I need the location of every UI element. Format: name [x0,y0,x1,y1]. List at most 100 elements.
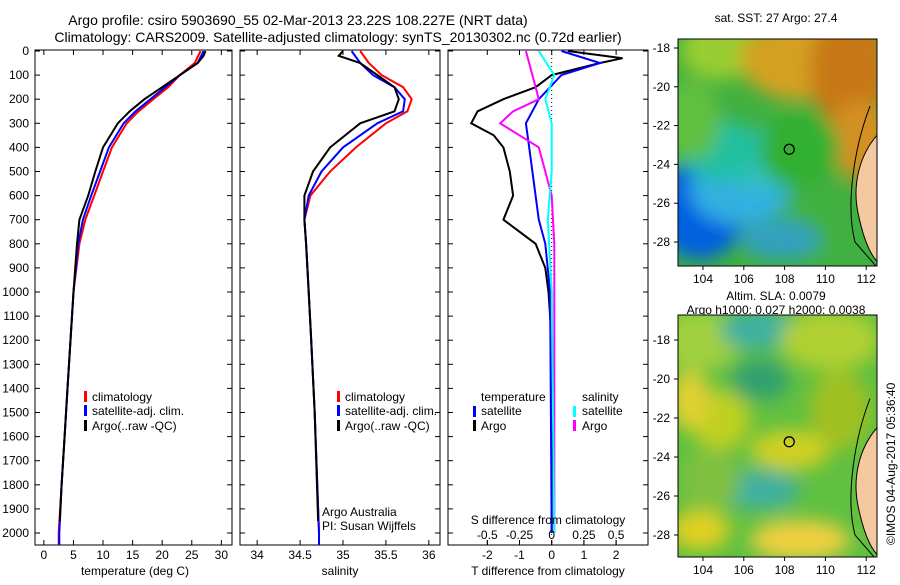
lon-tick-label: 110 [816,563,835,577]
lat-tick-label: -22 [653,119,671,133]
x-tick-label: 34 [250,548,264,562]
x-tick-label: 35 [336,548,350,562]
legend-label: satellite-adj. clim. [345,404,437,418]
legend-heading-temperature: temperature [481,390,546,404]
x-tick-label: 34.5 [288,548,312,562]
y-tick-label: 900 [9,261,29,275]
map-color-region [678,370,710,430]
x-axis-label-salinity: salinity [322,564,359,578]
x-tick-label: 5 [70,548,77,562]
lat-tick-label: -18 [653,333,671,347]
y-tick-label: 2000 [2,526,29,540]
credit-text: ©IMOS 04-Aug-2017 05:36:40 [884,382,898,545]
x-tick-label: -2 [482,548,493,562]
legend-swatch-s-satellite [573,406,576,417]
sst-map-title: sat. SST: 27 Argo: 27.4 [715,11,838,25]
sla-map-title-2: Argo h1000: 0.027 h2000: 0.0038 [687,303,866,317]
legend-label: Argo [582,419,608,433]
s-tick-label: -0.25 [506,528,534,542]
legend-swatch-t-satellite [473,406,476,417]
map-color-region [678,80,720,160]
lat-tick-label: -26 [653,489,671,503]
lat-tick-label: -28 [653,235,671,249]
legend-swatch-s-argo [573,420,576,431]
bathymetry-contour [850,398,875,557]
map-color-region [730,360,790,400]
map-color-region [810,370,870,450]
lon-tick-label: 106 [734,563,754,577]
sla-map: -18 -20 -22 -24 -26 -28 104 106 108 110 112 [653,314,878,577]
lat-tick-label: -18 [653,41,671,55]
y-tick-label: 1000 [2,285,29,299]
lon-tick-label: 108 [775,272,795,286]
legend-label: Argo(..raw -QC) [92,419,177,433]
legend-swatch-satellite [337,405,340,416]
x-tick-label: 35.5 [374,548,398,562]
y-tick-label: 800 [9,237,29,251]
x-tick-label: 20 [156,548,170,562]
map-frame [677,38,878,267]
lat-tick-label: -24 [653,157,671,171]
legend-label: satellite-adj. clim. [92,404,184,418]
map-color-region [750,430,830,470]
y-tick-label: 700 [9,213,29,227]
legend-swatch-climatology [84,391,87,402]
lat-tick-label: -24 [653,450,671,464]
sla-map-title-1: Altim. SLA: 0.0079 [726,289,826,303]
legend-swatch-argo [84,420,87,431]
map-color-region [750,520,850,557]
y-tick-label: 200 [9,92,29,106]
y-tick-label: 1400 [2,381,29,395]
legend-swatch-satellite [84,405,87,416]
legend-label: climatology [92,390,152,404]
title-line-2: Climatology: CARS2009. Satellite-adjuste… [54,29,621,45]
map-color-region [680,450,740,510]
series-group [469,50,623,545]
map-field [678,315,877,557]
y-tick-label: 400 [9,140,29,154]
map-color-region [760,110,840,190]
x-tick-label: 1 [581,548,588,562]
legend-swatch-t-argo [473,420,476,431]
salinity-panel: 34 34.5 35 35.5 36 [239,49,441,562]
bathymetry-contour [850,106,877,266]
x-tick-label: 0 [548,548,555,562]
lon-tick-label: 104 [693,272,713,286]
argo-float-marker [783,436,795,448]
lat-tick-label: -22 [653,411,671,425]
map-color-region [720,315,800,350]
argo-float-marker [783,143,795,155]
x-axis-label-t-diff: T difference from climatology [471,564,625,578]
legend-swatch-argo [337,420,340,431]
y-tick-label: 1800 [2,478,29,492]
y-tick-label: 1300 [2,357,29,371]
legend-label: Argo [481,419,507,433]
y-tick-label: 0 [22,44,29,58]
s-tick-label: 0.5 [608,528,625,542]
map-color-blobs [678,315,877,557]
temperature-panel: 0 5 10 15 20 25 300100200300400500600700800900… [2,44,233,562]
lon-tick-label: 112 [857,563,876,577]
plot-frame [239,49,441,546]
legend-label: satellite [481,404,522,418]
map-color-region [680,39,760,80]
s-tick-label: 0 [548,528,555,542]
legend-swatch-climatology [337,391,340,402]
s-tick-label: -0.5 [477,528,498,542]
map-color-blobs [678,39,877,260]
x-tick-label: 2 [613,548,620,562]
y-tick-label: 100 [9,68,29,82]
y-tick-label: 1500 [2,406,29,420]
lon-tick-label: 108 [775,563,795,577]
s-tick-label: 0.25 [572,528,596,542]
map-color-region [678,510,730,550]
lon-tick-label: 110 [816,272,835,286]
y-tick-label: 500 [9,165,29,179]
sst-map: -18 -20 -22 -24 -26 -28 104 106 108 110 112 [653,38,878,286]
series-line-argo-raw-qc- [58,50,207,522]
legend-label: climatology [345,390,405,404]
lat-tick-label: -28 [653,528,671,542]
y-tick-label: 1900 [2,502,29,516]
lat-tick-label: -26 [653,196,671,210]
map-color-region [740,220,820,260]
